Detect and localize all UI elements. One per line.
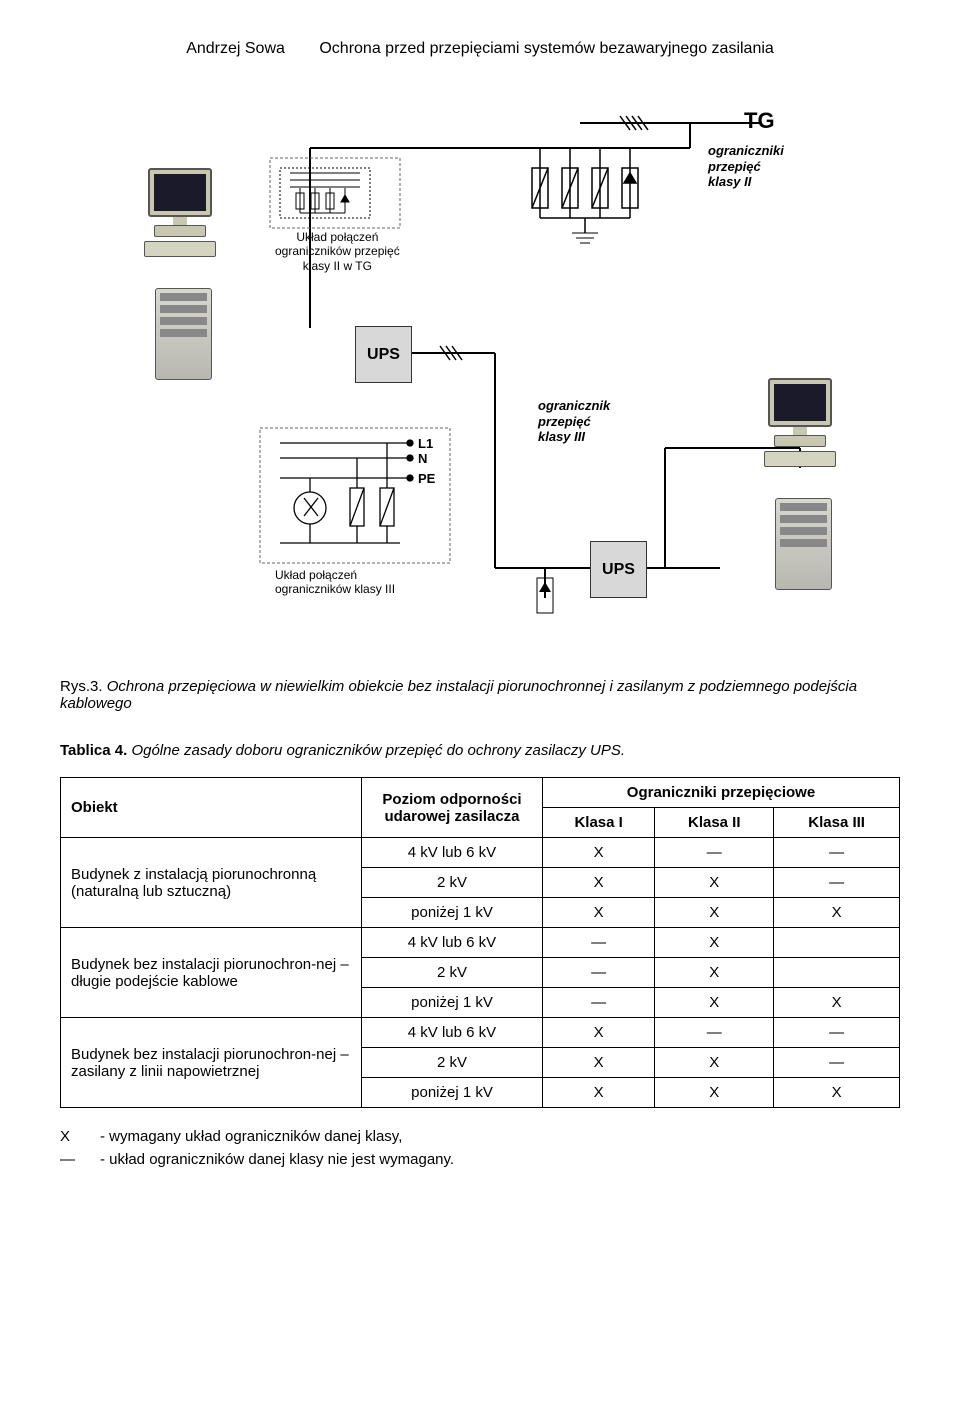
legend-txt-d: - układ ograniczników danej klasy nie je… bbox=[100, 1149, 454, 1172]
table-level: poniżej 1 kV bbox=[362, 1078, 543, 1108]
table-cell: X bbox=[655, 958, 774, 988]
table-level: 2 kV bbox=[362, 868, 543, 898]
table-prefix: Tablica 4. bbox=[60, 742, 127, 759]
table-cell: X bbox=[774, 898, 900, 928]
tg-label: TG bbox=[744, 108, 775, 134]
table-level: 4 kV lub 6 kV bbox=[362, 1018, 543, 1048]
pe-label: PE bbox=[418, 471, 435, 487]
table-cell: X bbox=[543, 1048, 655, 1078]
server-icon bbox=[775, 498, 832, 590]
table-cell: X bbox=[774, 988, 900, 1018]
page-header: Andrzej Sowa Ochrona przed przepięciami … bbox=[60, 40, 900, 58]
table-cell: — bbox=[774, 1018, 900, 1048]
circuit-diagram: TG ograniczniki przepięć klasy II ograni… bbox=[100, 88, 860, 648]
table-cell: X bbox=[655, 928, 774, 958]
table-cell bbox=[774, 958, 900, 988]
table-object: Budynek z instalacją piorunochronną (nat… bbox=[61, 838, 362, 928]
th-k2: Klasa II bbox=[655, 808, 774, 838]
computer-icon bbox=[755, 378, 845, 458]
table-level: 2 kV bbox=[362, 958, 543, 988]
table-cell: X bbox=[655, 988, 774, 1018]
table-cell: X bbox=[655, 1078, 774, 1108]
table-level: poniżej 1 kV bbox=[362, 988, 543, 1018]
table-cell: — bbox=[774, 1048, 900, 1078]
table-cell: X bbox=[543, 1078, 655, 1108]
class3-label: ogranicznik przepięć klasy III bbox=[538, 398, 610, 445]
table-object: Budynek bez instalacji piorunochron-nej … bbox=[61, 1018, 362, 1108]
table-cell: X bbox=[543, 1018, 655, 1048]
table-cell: X bbox=[655, 898, 774, 928]
spd-table: Obiekt Poziom odporności udarowej zasila… bbox=[60, 777, 900, 1108]
table-cell bbox=[774, 928, 900, 958]
table-cell: — bbox=[655, 838, 774, 868]
l1-label: L1 bbox=[418, 436, 433, 452]
table-level: 2 kV bbox=[362, 1048, 543, 1078]
caption-prefix: Rys.3. bbox=[60, 678, 103, 695]
n-label: N bbox=[418, 451, 427, 467]
ups-box: UPS bbox=[590, 541, 647, 598]
table-cell: X bbox=[543, 838, 655, 868]
th-group: Ograniczniki przepięciowe bbox=[543, 778, 900, 808]
table-cell: X bbox=[655, 868, 774, 898]
table-cell: X bbox=[774, 1078, 900, 1108]
figure-caption: Rys.3. Ochrona przepięciowa w niewielkim… bbox=[60, 678, 900, 712]
table-cell: X bbox=[543, 898, 655, 928]
header-title: Ochrona przed przepięciami systemów beza… bbox=[319, 40, 773, 57]
table-cell: X bbox=[655, 1048, 774, 1078]
table-cell: — bbox=[774, 838, 900, 868]
table-level: 4 kV lub 6 kV bbox=[362, 838, 543, 868]
legend-txt-x: - wymagany układ ograniczników danej kla… bbox=[100, 1126, 402, 1149]
th-k3: Klasa III bbox=[774, 808, 900, 838]
th-object: Obiekt bbox=[61, 778, 362, 838]
legend-sym-x: X bbox=[60, 1126, 100, 1149]
author: Andrzej Sowa bbox=[186, 40, 285, 58]
table-level: 4 kV lub 6 kV bbox=[362, 928, 543, 958]
table-cell: — bbox=[774, 868, 900, 898]
table-cell: — bbox=[543, 988, 655, 1018]
table-title-text: Ogólne zasady doboru ograniczników przep… bbox=[131, 742, 625, 759]
server-icon bbox=[155, 288, 212, 380]
box2-label: Układ połączeń ograniczników klasy III bbox=[275, 568, 395, 597]
computer-icon bbox=[135, 168, 225, 248]
ups-box: UPS bbox=[355, 326, 412, 383]
th-k1: Klasa I bbox=[543, 808, 655, 838]
table-cell: X bbox=[543, 868, 655, 898]
th-level: Poziom odporności udarowej zasilacza bbox=[362, 778, 543, 838]
legend-sym-d: — bbox=[60, 1149, 100, 1172]
table-cell: — bbox=[655, 1018, 774, 1048]
box1-label: Układ połączeń ograniczników przepięć kl… bbox=[275, 230, 400, 273]
table-cell: — bbox=[543, 958, 655, 988]
table-title: Tablica 4. Ogólne zasady doboru ogranicz… bbox=[60, 742, 900, 759]
class2-label: ograniczniki przepięć klasy II bbox=[708, 143, 784, 190]
table-cell: — bbox=[543, 928, 655, 958]
table-object: Budynek bez instalacji piorunochron-nej … bbox=[61, 928, 362, 1018]
caption-text: Ochrona przepięciowa w niewielkim obiekc… bbox=[60, 678, 857, 712]
legend: X - wymagany układ ograniczników danej k… bbox=[60, 1126, 900, 1171]
table-level: poniżej 1 kV bbox=[362, 898, 543, 928]
